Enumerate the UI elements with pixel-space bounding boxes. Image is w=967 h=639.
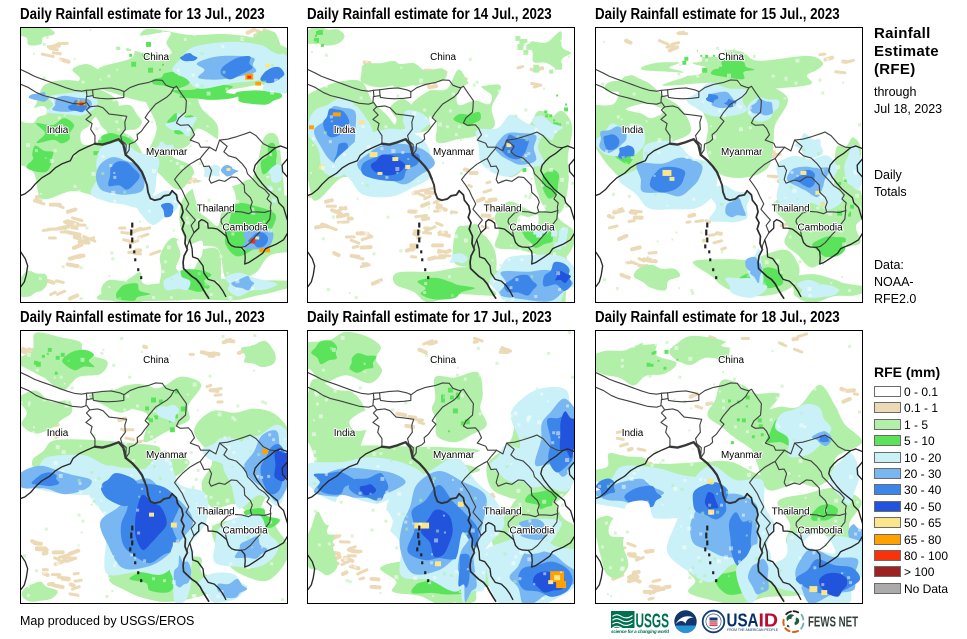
svg-text:Thailand: Thailand bbox=[772, 204, 810, 215]
svg-text:India: India bbox=[47, 125, 69, 136]
svg-text:Myanmar: Myanmar bbox=[721, 147, 763, 158]
svg-text:China: China bbox=[430, 52, 456, 63]
svg-text:Thailand: Thailand bbox=[484, 204, 522, 215]
svg-text:Thailand: Thailand bbox=[197, 507, 235, 518]
svg-text:Cambodia: Cambodia bbox=[509, 223, 555, 234]
svg-text:Myanmar: Myanmar bbox=[146, 147, 188, 158]
svg-text:Cambodia: Cambodia bbox=[797, 223, 843, 234]
svg-text:India: India bbox=[334, 428, 356, 439]
svg-text:India: India bbox=[622, 125, 644, 136]
svg-text:India: India bbox=[334, 125, 356, 136]
svg-text:Myanmar: Myanmar bbox=[146, 450, 188, 461]
svg-text:FROM THE AMERICAN PEOPLE: FROM THE AMERICAN PEOPLE bbox=[727, 628, 778, 632]
svg-text:Cambodia: Cambodia bbox=[509, 526, 555, 537]
svg-text:Thailand: Thailand bbox=[772, 507, 810, 518]
svg-text:Myanmar: Myanmar bbox=[433, 147, 475, 158]
svg-text:Myanmar: Myanmar bbox=[721, 450, 763, 461]
svg-text:Myanmar: Myanmar bbox=[433, 450, 475, 461]
svg-text:Thailand: Thailand bbox=[197, 204, 235, 215]
svg-text:China: China bbox=[430, 355, 456, 366]
svg-text:China: China bbox=[143, 52, 169, 63]
svg-text:India: India bbox=[47, 428, 69, 439]
svg-text:China: China bbox=[718, 355, 744, 366]
svg-text:China: China bbox=[718, 52, 744, 63]
svg-text:Cambodia: Cambodia bbox=[222, 223, 268, 234]
svg-text:Cambodia: Cambodia bbox=[797, 526, 843, 537]
svg-text:India: India bbox=[622, 428, 644, 439]
svg-text:ID: ID bbox=[759, 611, 779, 631]
svg-text:China: China bbox=[143, 355, 169, 366]
svg-text:science for a changing world: science for a changing world bbox=[611, 629, 669, 634]
svg-text:USA: USA bbox=[727, 611, 759, 631]
svg-text:Thailand: Thailand bbox=[484, 507, 522, 518]
svg-text:USGS: USGS bbox=[636, 611, 670, 633]
svg-text:FEWS NET: FEWS NET bbox=[808, 615, 858, 631]
svg-text:Cambodia: Cambodia bbox=[222, 526, 268, 537]
